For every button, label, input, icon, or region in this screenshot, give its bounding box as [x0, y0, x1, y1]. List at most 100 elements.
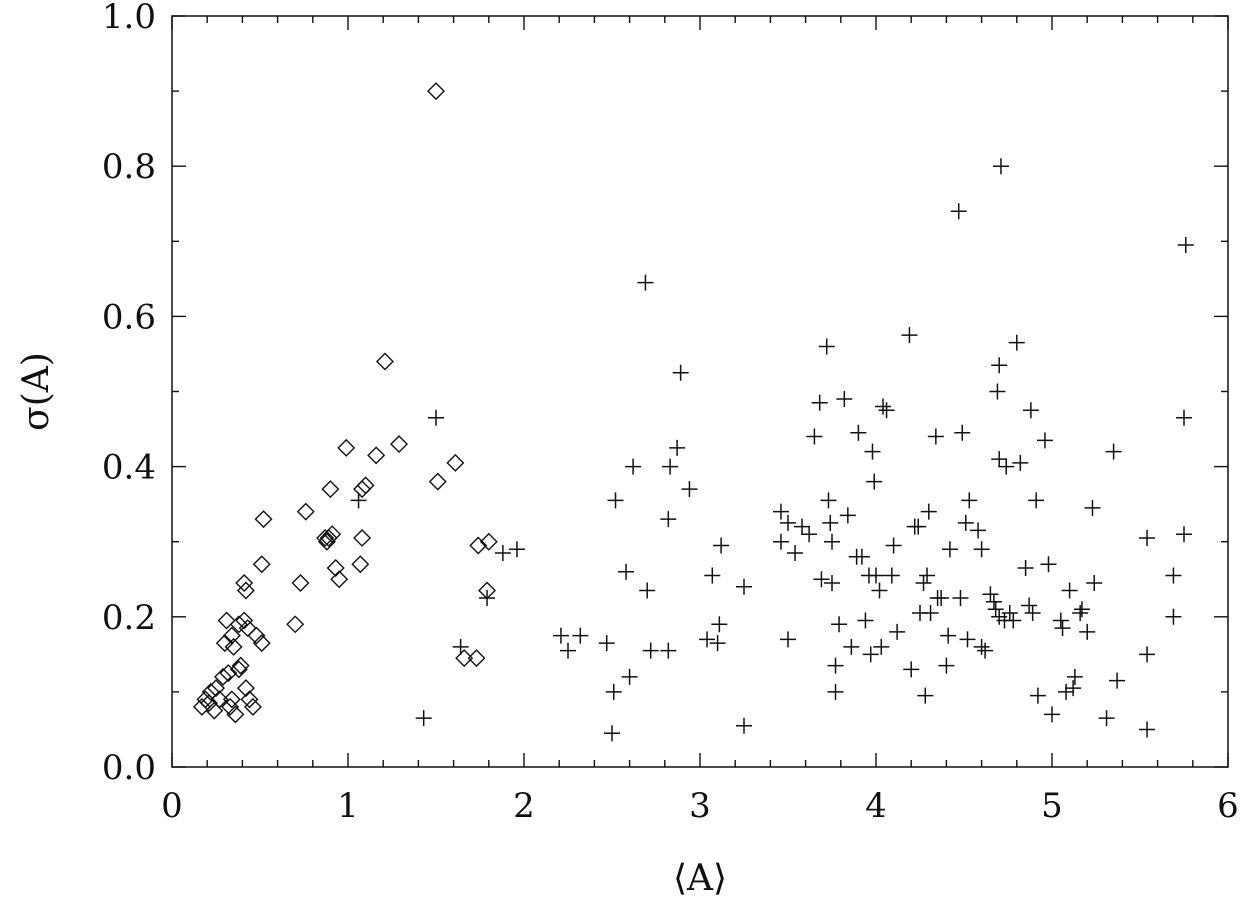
plus-point [873, 638, 890, 655]
diamond-point [247, 626, 266, 645]
plus-point [868, 567, 884, 584]
x-tick-label: 1 [337, 786, 359, 826]
y-tick-label: 0.2 [102, 598, 156, 638]
plus-point [560, 642, 576, 659]
plus-point [1177, 237, 1194, 254]
plus-point [1086, 575, 1103, 592]
plus-point [991, 357, 1008, 374]
plus-point [1054, 620, 1071, 637]
plus-point [709, 635, 726, 652]
y-tick-label: 0.6 [102, 297, 156, 337]
plus-point [1024, 605, 1041, 622]
plus-point [818, 338, 835, 355]
diamond-point [210, 690, 229, 709]
plus-point [1165, 567, 1182, 584]
diamond-point [337, 438, 356, 457]
plus-point [1165, 608, 1182, 625]
plus-point [1036, 432, 1053, 449]
plus-point [662, 458, 679, 475]
plus-point [780, 631, 796, 648]
plus-point [820, 492, 837, 509]
plus-point [957, 514, 974, 531]
plus-point [917, 687, 934, 704]
plus-point [1061, 582, 1078, 599]
plus-point [992, 158, 1009, 175]
plus-point [1012, 454, 1029, 471]
plus-point [1084, 499, 1101, 516]
plus-point [772, 503, 789, 520]
plus-point [1176, 526, 1192, 543]
plus-point [801, 526, 818, 543]
plus-point [1073, 601, 1090, 618]
diamond-point [235, 611, 254, 630]
diamond-point [467, 649, 486, 668]
plot-frame [171, 15, 1229, 768]
plus-point [1001, 605, 1018, 622]
plus-point [1005, 612, 1022, 629]
plus-point [961, 492, 978, 509]
x-tick-label: 2 [513, 786, 535, 826]
diamond-point [390, 435, 409, 454]
x-tick-label: 4 [865, 786, 887, 826]
plus-point [681, 481, 698, 498]
diamond-point [375, 352, 394, 371]
diamond-point [455, 649, 474, 668]
diamond-point [353, 528, 372, 547]
plus-point [915, 575, 932, 592]
diamond-point [226, 705, 245, 724]
diamond-point [201, 682, 220, 701]
diamond-point [326, 558, 345, 577]
plus-point [1052, 612, 1069, 629]
plus-point [452, 638, 469, 655]
plus-point [883, 567, 900, 584]
plus-point [973, 541, 990, 558]
plus-point [862, 646, 879, 663]
plus-point [607, 492, 624, 509]
plus-point [1072, 605, 1089, 622]
diamond-point [356, 476, 375, 495]
plus-point [982, 586, 999, 603]
plus-point [642, 642, 659, 659]
plus-point [959, 631, 976, 648]
diamond-point [353, 480, 372, 499]
plus-point [637, 274, 654, 291]
plus-point [787, 544, 804, 561]
plus-point [1105, 443, 1122, 460]
data-points [192, 82, 1194, 742]
diamond-point [199, 694, 218, 713]
plus-point [824, 533, 840, 550]
plus-point [827, 683, 844, 700]
x-tick-label: 0 [161, 786, 183, 826]
plus-point [625, 458, 642, 475]
plus-point [780, 514, 796, 531]
plus-point [989, 383, 1006, 400]
diamond-point [219, 664, 238, 683]
plus-point [621, 668, 638, 685]
plus-point [973, 638, 990, 655]
plus-point [415, 710, 432, 727]
diamond-point [224, 637, 243, 656]
plus-point [933, 590, 950, 607]
diamond-point [367, 446, 386, 465]
plus-point [970, 522, 987, 539]
plus-point [889, 623, 906, 640]
plus-point [713, 537, 730, 554]
plus-point [1044, 706, 1060, 723]
plus-point [639, 582, 656, 599]
plus-point [954, 424, 971, 441]
y-tick-label: 0.0 [102, 748, 156, 788]
plus-point [1017, 559, 1034, 576]
plus-point [853, 548, 870, 565]
diamond-point [469, 536, 488, 555]
plus-point [660, 642, 677, 659]
diamond-point [427, 82, 445, 101]
plus-point [866, 473, 883, 490]
plus-point [1109, 672, 1126, 689]
plus-point [839, 507, 856, 524]
plus-point [919, 567, 936, 584]
diamond-point [240, 690, 259, 709]
diamond-point [321, 480, 340, 499]
x-tick-label: 3 [689, 786, 711, 826]
plus-point [1139, 646, 1156, 663]
plus-point [987, 601, 1004, 618]
